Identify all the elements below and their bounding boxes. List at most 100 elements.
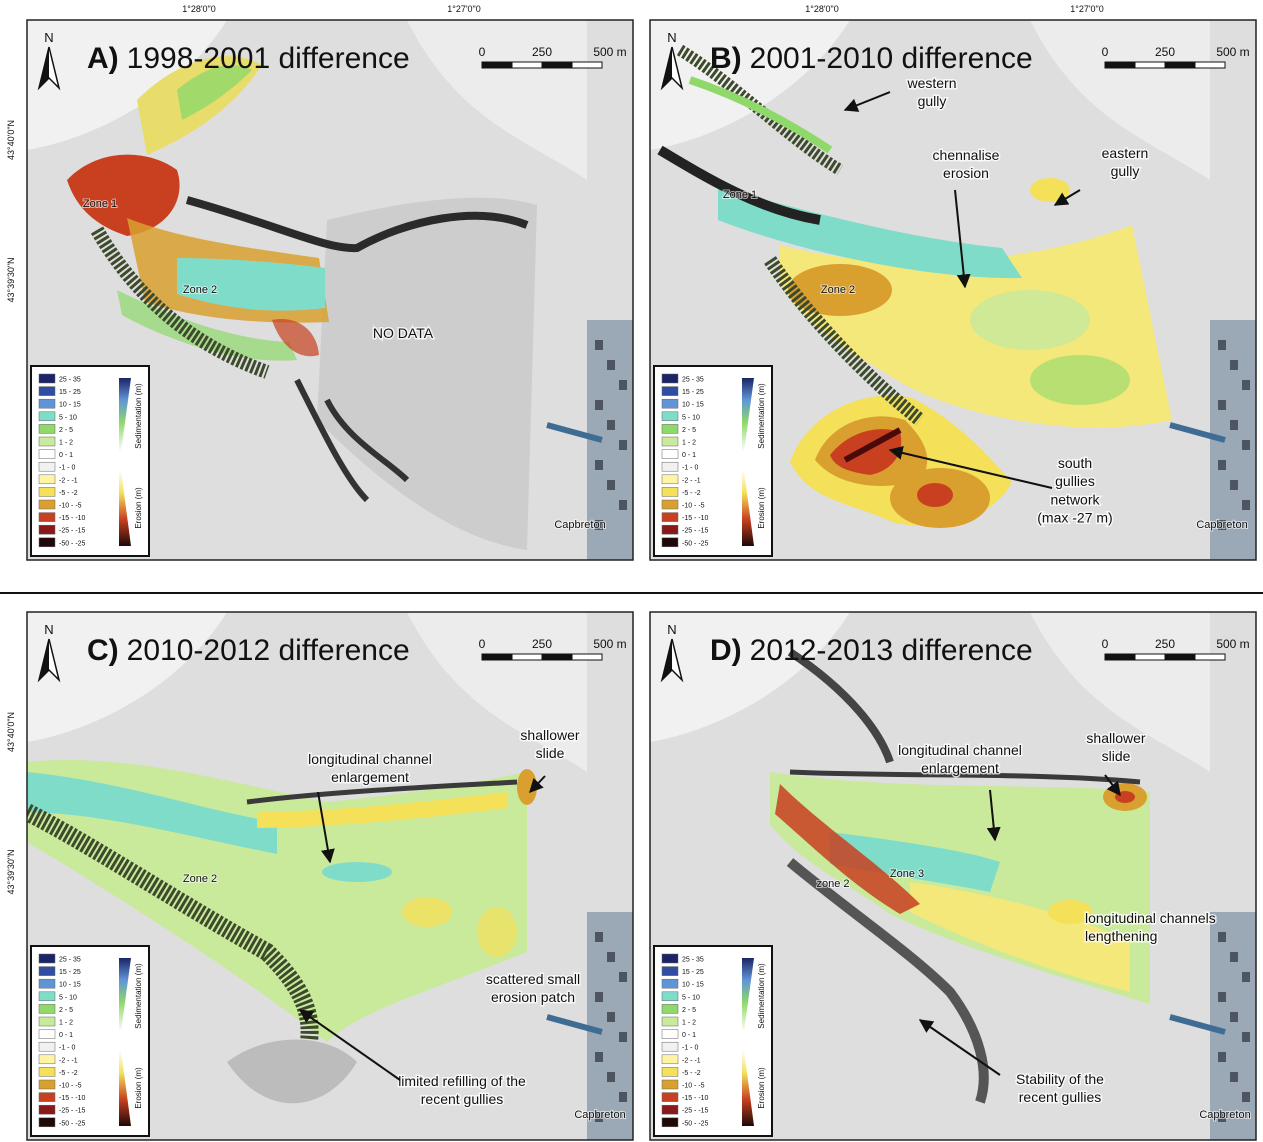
legend-swatch <box>662 967 678 976</box>
town-block <box>595 340 603 350</box>
legend-label: -50 - -25 <box>59 1120 86 1127</box>
legend-swatch <box>39 1093 55 1102</box>
legend-label: 2 - 5 <box>59 427 73 434</box>
legend-label: 15 - 25 <box>59 969 81 976</box>
legend-swatch <box>39 1030 55 1039</box>
annotation: limited refilling of the <box>398 1073 526 1089</box>
legend-label: 0 - 1 <box>59 452 73 459</box>
legend-label: -2 - -1 <box>59 1057 78 1064</box>
legend-swatch <box>662 500 678 509</box>
town-block <box>595 400 603 410</box>
legend-label: -25 - -15 <box>59 528 86 535</box>
legend-label: 1 - 2 <box>682 1020 696 1027</box>
longitude-label: 1°27'0"0 <box>1070 4 1104 14</box>
legend-swatch <box>39 1004 55 1013</box>
legend-label: 0 - 1 <box>682 1032 696 1039</box>
legend-label: -15 - -10 <box>682 515 709 522</box>
legend-swatch <box>39 1055 55 1064</box>
legend-label: 25 - 35 <box>59 377 81 384</box>
legend-swatch <box>662 513 678 522</box>
annotation: erosion patch <box>491 989 575 1005</box>
scale-label: 500 m <box>1216 45 1249 59</box>
map-feature <box>917 483 953 507</box>
panel-title-text: 1998-2001 difference <box>127 42 410 75</box>
legend-label: -10 - -5 <box>682 503 705 510</box>
legend-swatch <box>662 538 678 547</box>
legend-swatch <box>39 1105 55 1114</box>
north-label: N <box>667 30 676 45</box>
legend-label: -2 - -1 <box>682 1057 701 1064</box>
scale-label: 250 <box>532 637 552 651</box>
scale-label: 0 <box>479 45 486 59</box>
erosion-label: Erosion (m) <box>757 1067 766 1109</box>
legend-label: 5 - 10 <box>59 994 77 1001</box>
legend-swatch <box>39 954 55 963</box>
scale-label: 250 <box>1155 45 1175 59</box>
legend-swatch <box>662 412 678 421</box>
town-block <box>607 952 615 962</box>
town-block <box>1218 400 1226 410</box>
legend-swatch <box>662 1004 678 1013</box>
latitude-label: 43°39'30"N <box>6 257 16 302</box>
annotation: western <box>906 75 956 91</box>
legend-swatch <box>39 1042 55 1051</box>
north-label: N <box>44 622 53 637</box>
scale-segment <box>1195 62 1225 68</box>
legend-swatch <box>662 487 678 496</box>
legend-swatch <box>662 424 678 433</box>
scale-segment <box>1135 654 1165 660</box>
scale-segment <box>482 654 512 660</box>
legend-label: -1 - 0 <box>59 1045 75 1052</box>
annotation: Zone 2 <box>821 284 855 296</box>
legend-label: -50 - -25 <box>682 1120 709 1127</box>
coast <box>1210 912 1256 1140</box>
legend-label: 15 - 25 <box>59 389 81 396</box>
town-block <box>1242 440 1250 450</box>
town-block <box>619 380 627 390</box>
sedimentation-label: Sedimentation (m) <box>134 383 143 449</box>
legend-label: -5 - -2 <box>682 490 701 497</box>
panel-title: B)2001-2010 difference <box>710 42 1033 75</box>
latitude-label: 43°40'0"N <box>6 120 16 160</box>
legend-swatch <box>39 450 55 459</box>
legend-label: 5 - 10 <box>682 414 700 421</box>
legend-swatch <box>39 992 55 1001</box>
legend-label: 10 - 15 <box>59 982 81 989</box>
town-block <box>595 1052 603 1062</box>
scale-label: 500 m <box>593 45 626 59</box>
legend-label: 1 - 2 <box>682 440 696 447</box>
annotation: Stability of the <box>1016 1071 1104 1087</box>
legend-label: 25 - 35 <box>682 377 704 384</box>
legend-swatch <box>39 487 55 496</box>
town-block <box>1230 952 1238 962</box>
legend-label: 1 - 2 <box>59 440 73 447</box>
legend-label: -5 - -2 <box>59 1070 78 1077</box>
legend-swatch <box>39 1067 55 1076</box>
town-block <box>619 972 627 982</box>
annotation: scattered small <box>486 971 580 987</box>
sedimentation-label: Sedimentation (m) <box>757 963 766 1029</box>
legend-swatch <box>39 513 55 522</box>
legend-swatch <box>39 475 55 484</box>
legend-swatch <box>39 424 55 433</box>
legend-swatch <box>39 979 55 988</box>
town-block <box>607 360 615 370</box>
annotation: gully <box>1111 163 1140 179</box>
map-feature <box>477 907 517 957</box>
legend-label: 25 - 35 <box>59 957 81 964</box>
town-block <box>607 1012 615 1022</box>
annotation: erosion <box>943 165 989 181</box>
north-label: N <box>667 622 676 637</box>
erosion-label: Erosion (m) <box>134 1067 143 1109</box>
annotation: gullies <box>1055 473 1095 489</box>
annotation: (max -27 m) <box>1037 510 1112 526</box>
annotation: longitudinal channel <box>308 751 432 767</box>
legend-label: -2 - -1 <box>682 477 701 484</box>
scale-label: 250 <box>1155 637 1175 651</box>
annotation: zone 2 <box>816 878 849 890</box>
town-block <box>607 480 615 490</box>
legend-swatch <box>662 1105 678 1114</box>
town-block <box>619 500 627 510</box>
